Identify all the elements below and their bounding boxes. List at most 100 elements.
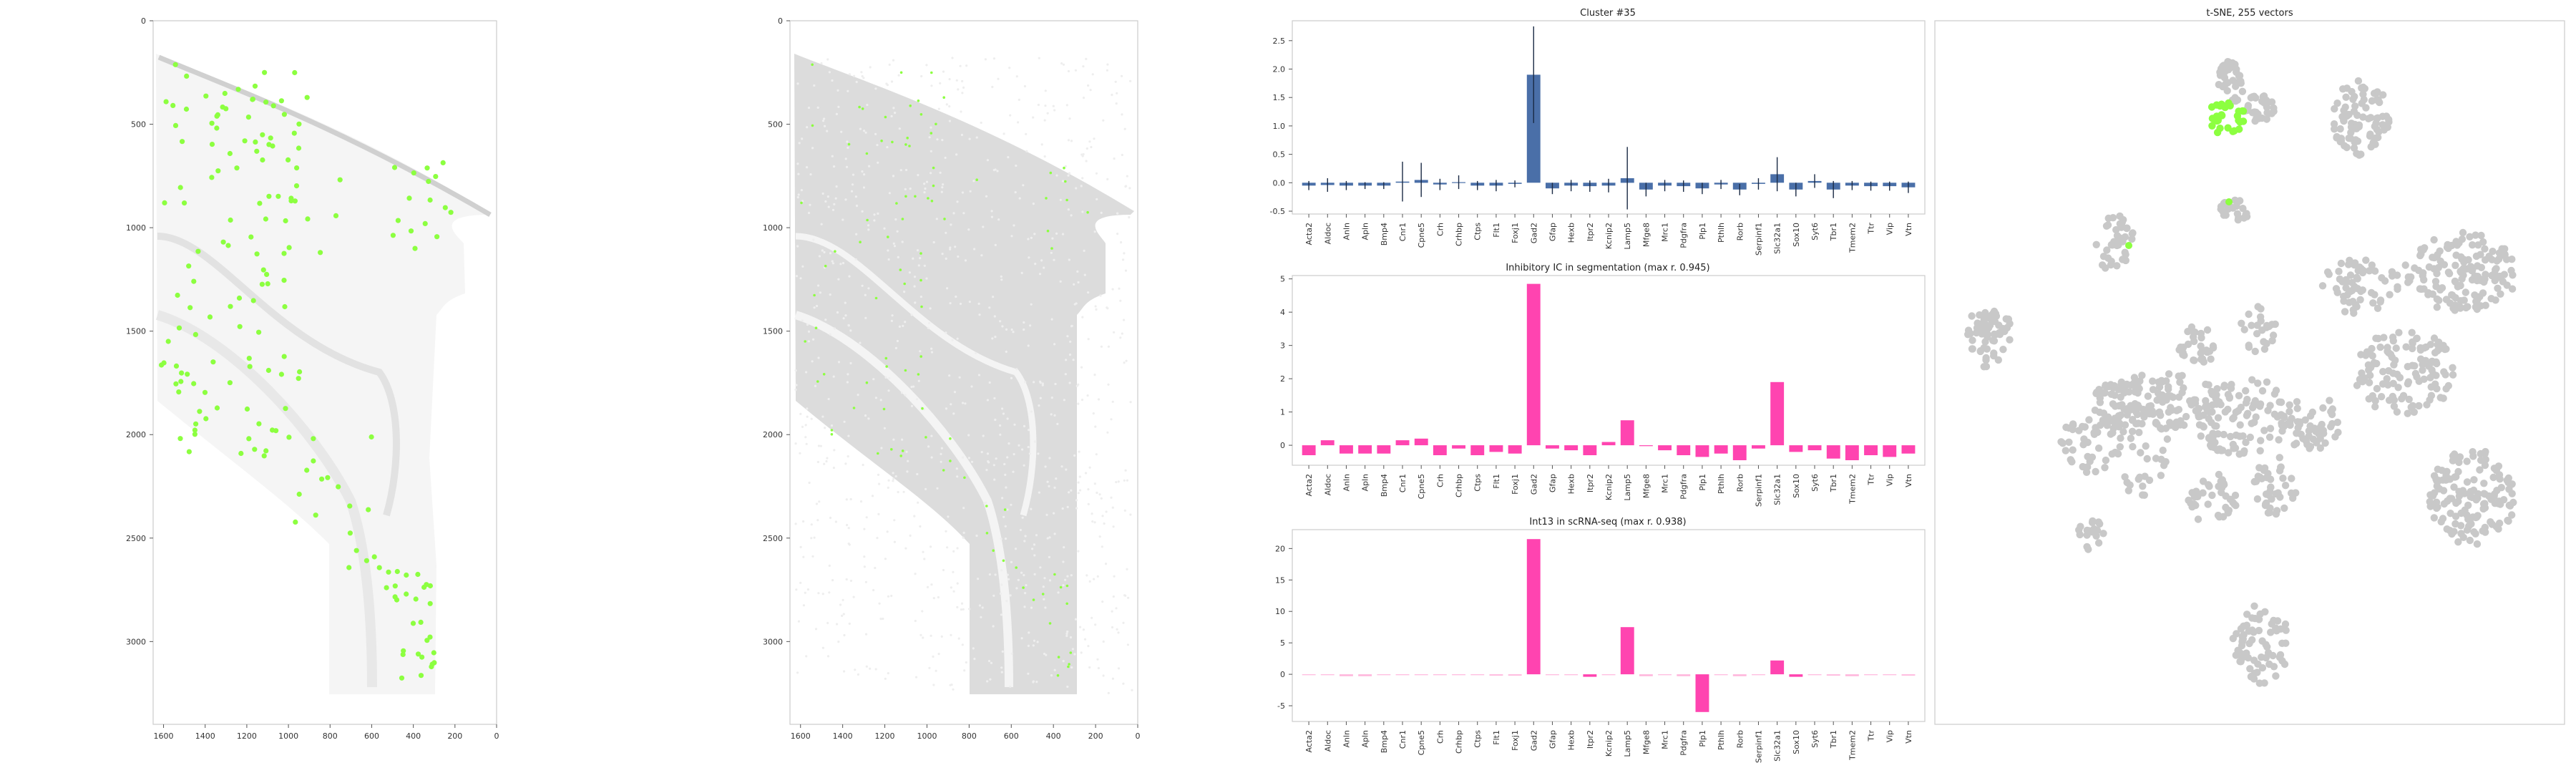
tsne-point [2454,538,2462,546]
tsne-title: t-SNE, 255 vectors [2206,8,2293,19]
texture-speck [960,608,962,611]
tsne-point [2380,334,2388,341]
texture-speck [930,150,932,152]
x-tick-label: 1400 [833,731,853,741]
texture-speck [836,311,839,314]
texture-speck [904,188,907,190]
texture-speck [913,276,917,278]
tsne-point [2393,408,2401,416]
texture-speck [826,457,829,460]
y-tick-label: 1500 [126,327,146,336]
texture-speck [923,191,926,194]
texture-speck [1068,117,1071,120]
texture-speck [1006,573,1009,576]
texture-speck [916,398,919,401]
texture-speck [946,287,949,290]
tsne-point [2122,224,2131,233]
texture-speck [1129,513,1132,516]
texture-speck [956,337,959,340]
texture-speck [892,438,895,441]
tsne-point [2234,646,2242,654]
texture-speck [807,340,810,343]
texture-speck [1111,400,1114,403]
tsne-point [2351,138,2358,146]
tsne-point [2172,423,2180,432]
texture-speck [907,460,909,462]
tsne-point [2238,319,2245,327]
texture-speck [1119,336,1122,339]
tsne-point [2373,384,2381,393]
highlighted-cell [246,356,252,361]
tsne-highlighted-point [2218,111,2225,119]
texture-speck [1065,468,1068,471]
highlighted-cell [434,234,440,240]
x-tick-label: Slc32a1 [1773,474,1782,505]
texture-speck [817,284,820,287]
x-tick-label: Sox10 [1792,730,1801,754]
map1-highlighted-cells [159,62,454,681]
tsne-point [2449,457,2457,465]
tsne-point [2242,210,2250,218]
texture-speck [1012,470,1015,473]
texture-speck [957,88,960,91]
tsne-point [2402,343,2410,351]
texture-speck [828,564,831,568]
texture-speck [865,516,868,519]
texture-speck [1082,65,1085,68]
texture-speck [1087,84,1090,87]
texture-speck [977,374,981,376]
texture-speck [883,427,886,429]
texture-speck [1053,343,1056,346]
x-tick-label: Plp1 [1698,223,1707,240]
tsne-point [2340,117,2348,125]
tsne-point [2092,240,2100,248]
texture-speck [829,252,832,255]
texture-speck [878,482,881,485]
texture-speck [824,427,826,429]
texture-speck [1080,651,1083,654]
texture-speck [863,528,866,530]
bar [1789,674,1803,677]
highlighted-cell [177,436,183,442]
texture-speck [1106,431,1109,434]
texture-speck [894,346,897,349]
highlighted-cell [404,591,409,597]
tsne-point [2337,135,2345,142]
tsne-point [2482,447,2489,456]
texture-speck [1107,345,1110,348]
texture-speck [1006,508,1009,511]
highlighted-cell [209,175,215,180]
tsne-point [2350,309,2358,317]
texture-speck [941,253,944,256]
texture-speck [832,375,835,378]
tsne-point [2190,337,2198,346]
highlighted-cell [418,619,424,626]
tsne-point [2358,99,2366,107]
highlighted-cell [337,177,343,183]
texture-speck [923,264,926,267]
texture-speck [919,633,922,636]
bar [1470,674,1485,676]
texture-speck [1078,489,1082,492]
texture-speck [1099,294,1102,297]
texture-speck [1009,114,1012,117]
y-tick-label: 2.5 [1273,37,1286,46]
texture-speck [937,595,940,599]
texture-speck [1066,685,1069,689]
bar [1714,674,1728,676]
highlighted-cell [390,233,396,238]
texture-speck [960,602,964,605]
texture-speck [930,126,932,129]
tsne-point [2102,381,2109,389]
texture-speck [1044,465,1047,468]
tsne-point [2252,108,2260,117]
bar [1714,445,1728,454]
texture-speck [1072,359,1075,361]
y-tick-label: 500 [768,120,783,130]
texture-speck [799,545,802,549]
x-tick-label: Cpne5 [1417,730,1426,755]
x-tick-label: Foxj1 [1511,223,1520,243]
highlighted-cell [427,601,433,606]
highlighted-cell [1068,663,1070,666]
highlighted-cell [811,124,814,127]
